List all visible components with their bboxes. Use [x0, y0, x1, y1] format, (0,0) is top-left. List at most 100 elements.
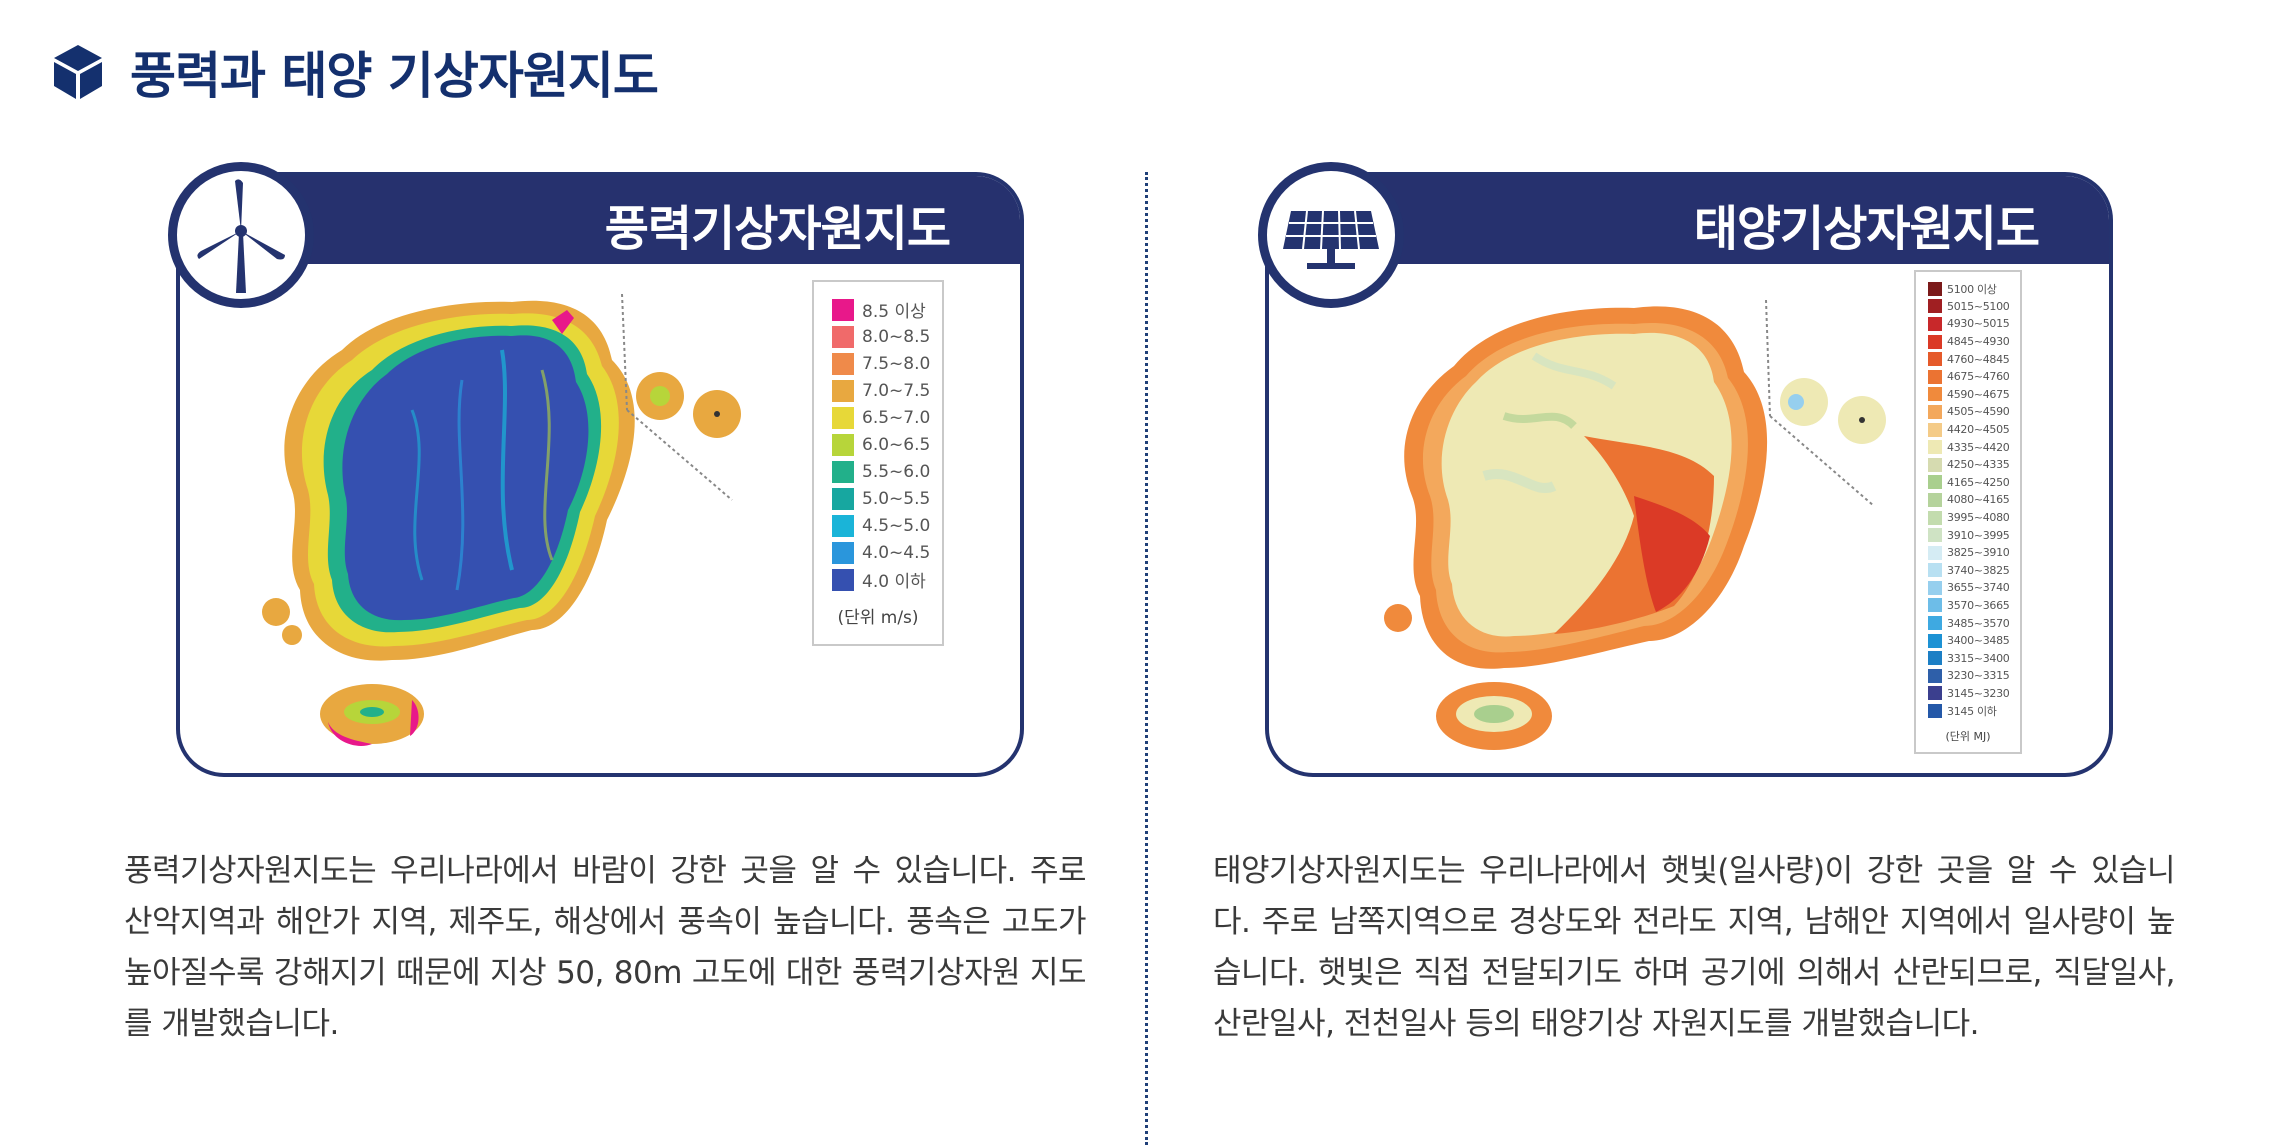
wind-legend: 8.5 이상 8.0~8.5 7.5~8.0 7.0~7.5 6.5~7.0 6…	[812, 280, 944, 646]
legend-swatch	[1928, 387, 1942, 402]
legend-label: 3825~3910	[1947, 546, 2010, 560]
legend-item: 7.0~7.5	[832, 377, 942, 404]
legend-label: 5015~5100	[1947, 299, 2010, 313]
legend-swatch	[832, 406, 854, 429]
legend-item: 6.5~7.0	[832, 404, 942, 431]
legend-item: 4675~4760	[1928, 368, 2020, 386]
page-title: 풍력과 태양 기상자원지도	[130, 47, 659, 105]
legend-label: 4420~4505	[1947, 423, 2010, 437]
legend-swatch	[832, 298, 854, 321]
legend-label: 3740~3825	[1947, 563, 2010, 577]
page-header: 풍력과 태양 기상자원지도	[52, 36, 659, 108]
legend-swatch	[1928, 352, 1942, 367]
legend-item: 3825~3910	[1928, 544, 2020, 562]
legend-swatch	[1928, 668, 1942, 683]
legend-item: 3230~3315	[1928, 667, 2020, 685]
legend-label: 4505~4590	[1947, 405, 2010, 419]
legend-label: 3570~3665	[1947, 598, 2010, 612]
legend-label: 3145~3230	[1947, 686, 2010, 700]
legend-label: 4.5~5.0	[862, 515, 931, 536]
wind-turbine-icon	[197, 179, 285, 293]
legend-swatch	[1928, 422, 1942, 437]
legend-swatch	[1928, 686, 1942, 701]
legend-label: 4845~4930	[1947, 335, 2010, 349]
legend-swatch	[1928, 334, 1942, 349]
legend-swatch	[1928, 492, 1942, 507]
solar-panel-badge	[1258, 162, 1404, 308]
wind-description: 풍력기상자원지도는 우리나라에서 바람이 강한 곳을 알 수 있습니다. 주로 …	[124, 853, 1087, 1042]
legend-label: 4590~4675	[1947, 387, 2010, 401]
legend-label: 5100 이상	[1947, 282, 1997, 296]
legend-swatch	[1928, 510, 1942, 525]
solar-card-title: 태양기상자원지도	[1693, 201, 2040, 257]
legend-swatch	[1928, 440, 1942, 455]
legend-item: 5.5~6.0	[832, 458, 942, 485]
legend-swatch	[1928, 299, 1942, 314]
legend-label: 8.5 이상	[862, 302, 926, 322]
legend-swatch	[1928, 651, 1942, 666]
legend-label: 3145 이하	[1947, 705, 1997, 719]
legend-item: 3655~3740	[1928, 579, 2020, 597]
legend-item: 4165~4250	[1928, 474, 2020, 492]
legend-swatch	[832, 541, 854, 564]
wind-card-header-bar	[180, 176, 1020, 260]
legend-item: 4845~4930	[1928, 333, 2020, 351]
legend-item: 4930~5015	[1928, 315, 2020, 333]
legend-item: 4.0~4.5	[832, 539, 942, 566]
legend-label: 4760~4845	[1947, 352, 2010, 366]
solar-panel-icon	[1283, 210, 1379, 269]
legend-swatch	[832, 487, 854, 510]
legend-item: 8.0~8.5	[832, 323, 942, 350]
legend-label: 4165~4250	[1947, 475, 2010, 489]
legend-swatch	[1928, 475, 1942, 490]
legend-unit: (단위 m/s)	[837, 608, 919, 628]
column-divider	[1145, 172, 1148, 1145]
legend-item: 7.5~8.0	[832, 350, 942, 377]
legend-label: 8.0~8.5	[862, 326, 931, 347]
legend-label: 4250~4335	[1947, 458, 2010, 472]
legend-label: 3400~3485	[1947, 634, 2010, 648]
legend-swatch	[1928, 281, 1942, 296]
legend-item: 3995~4080	[1928, 509, 2020, 527]
legend-item: 3485~3570	[1928, 614, 2020, 632]
legend-unit: (단위 MJ)	[1945, 729, 1991, 743]
legend-item: 5015~5100	[1928, 298, 2020, 316]
legend-swatch	[1928, 616, 1942, 631]
legend-label: 3655~3740	[1947, 581, 2010, 595]
solar-legend: 5100 이상 5015~5100 4930~5015 4845~4930 47…	[1914, 270, 2022, 754]
legend-label: 7.5~8.0	[862, 353, 931, 374]
legend-swatch	[1928, 457, 1942, 472]
legend-label: 4675~4760	[1947, 370, 2010, 384]
legend-label: 3315~3400	[1947, 651, 2010, 665]
legend-item: 5100 이상	[1928, 280, 2020, 298]
legend-swatch	[1928, 316, 1942, 331]
legend-swatch	[1928, 528, 1942, 543]
legend-label: 5.5~6.0	[862, 461, 931, 482]
legend-item: 4590~4675	[1928, 386, 2020, 404]
legend-label: 3910~3995	[1947, 528, 2010, 542]
legend-item: 4080~4165	[1928, 491, 2020, 509]
legend-item: 8.5 이상	[832, 296, 942, 323]
legend-label: 7.0~7.5	[862, 380, 931, 401]
legend-item: 4250~4335	[1928, 456, 2020, 474]
legend-swatch	[832, 352, 854, 375]
legend-item: 4.0 이하	[832, 566, 942, 593]
legend-item: 3910~3995	[1928, 526, 2020, 544]
legend-swatch	[832, 379, 854, 402]
legend-item: 3145 이하	[1928, 702, 2020, 720]
legend-item: 3145~3230	[1928, 685, 2020, 703]
cube-icon	[54, 45, 102, 99]
legend-label: 4930~5015	[1947, 317, 2010, 331]
legend-label: 6.5~7.0	[862, 407, 931, 428]
legend-swatch	[1928, 404, 1942, 419]
legend-label: 5.0~5.5	[862, 488, 931, 509]
legend-item: 4335~4420	[1928, 438, 2020, 456]
solar-description: 태양기상자원지도는 우리나라에서 햇빛(일사량)이 강한 곳을 알 수 있습니다…	[1213, 853, 2176, 1042]
solar-map-image	[1384, 299, 1886, 750]
wind-turbine-badge	[168, 162, 314, 308]
legend-label: 3995~4080	[1947, 511, 2010, 525]
legend-item: 4505~4590	[1928, 403, 2020, 421]
wind-card-title: 풍력기상자원지도	[604, 201, 951, 257]
legend-swatch	[832, 460, 854, 483]
legend-item: 3315~3400	[1928, 649, 2020, 667]
